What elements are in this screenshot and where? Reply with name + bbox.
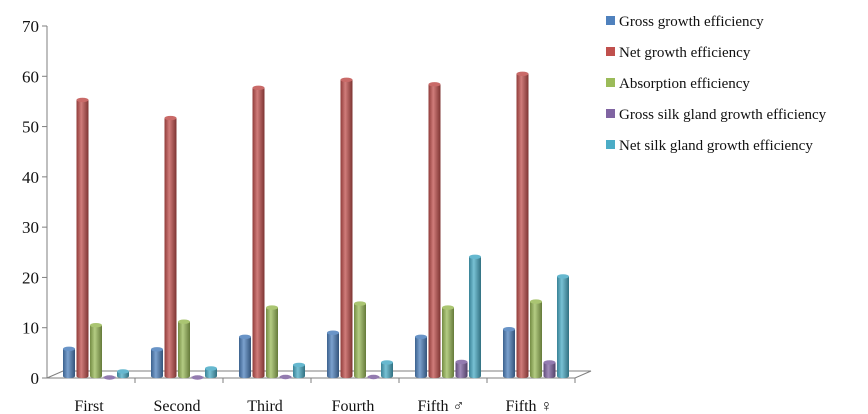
bar (279, 374, 292, 380)
legend-swatch (606, 47, 615, 56)
bar (103, 375, 116, 380)
legend-label: Absorption efficiency (619, 76, 750, 92)
x-tick-label: Fourth (332, 398, 375, 414)
bar (191, 375, 204, 380)
y-tick-label: 50 (22, 118, 39, 137)
bar (455, 359, 468, 379)
bar (205, 366, 217, 379)
legend-label: Net silk gland growth efficiency (619, 138, 813, 154)
legend-label: Gross growth efficiency (619, 14, 764, 30)
bar (415, 334, 427, 379)
y-tick-label: 20 (22, 268, 39, 287)
bar (557, 274, 569, 379)
bar (367, 374, 380, 380)
x-tick-label: Fifth ♀ (505, 398, 552, 414)
bar (530, 299, 542, 379)
bar (381, 360, 393, 379)
y-tick-label: 60 (22, 67, 39, 86)
legend-swatch (606, 140, 615, 149)
x-tick-label: Third (247, 398, 283, 414)
legend-label: Net growth efficiency (619, 45, 751, 61)
bar (252, 85, 265, 379)
legend-item: Gross growth efficiency (606, 14, 764, 30)
bar (293, 362, 305, 379)
legend-item: Net silk gland growth efficiency (606, 138, 813, 154)
bar (543, 360, 556, 379)
legend-item: Net growth efficiency (606, 45, 751, 61)
bars (63, 71, 569, 380)
bar (354, 301, 366, 379)
bar (340, 77, 353, 379)
bar (516, 71, 529, 379)
bar (442, 305, 454, 379)
y-tick-label: 70 (22, 17, 39, 36)
bar (469, 254, 481, 379)
bar (117, 369, 129, 379)
bar (178, 319, 190, 379)
bar (503, 327, 515, 379)
y-tick-label: 40 (22, 168, 39, 187)
bar (239, 334, 251, 379)
bar (327, 330, 339, 379)
bar (63, 346, 75, 379)
legend-swatch (606, 16, 615, 25)
legend-swatch (606, 78, 615, 87)
y-tick-label: 0 (31, 369, 40, 388)
x-tick-label: Second (153, 398, 200, 414)
bar (76, 97, 89, 379)
bar (164, 115, 177, 379)
legend-item: Gross silk gland growth efficiency (606, 107, 827, 123)
bar (151, 347, 163, 379)
y-tick-label: 10 (22, 319, 39, 338)
bar (266, 305, 278, 379)
bar (428, 82, 441, 379)
legend-label: Gross silk gland growth efficiency (619, 107, 827, 123)
bar (90, 323, 102, 379)
legend-swatch (606, 109, 615, 118)
x-tick-label: First (74, 398, 104, 414)
y-tick-label: 30 (22, 218, 39, 237)
legend: Gross growth efficiency Net growth effici… (606, 14, 827, 154)
legend-item: Absorption efficiency (606, 76, 750, 92)
x-tick-label: Fifth ♂ (417, 398, 464, 414)
